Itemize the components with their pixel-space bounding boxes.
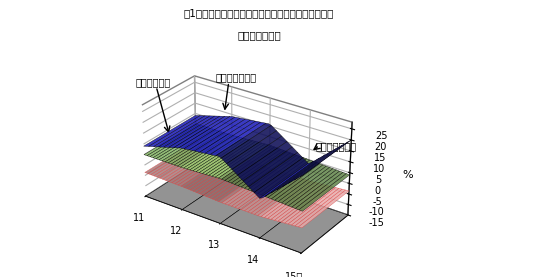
Text: 図1６　労働時間の推移（前年比）　（３０人以上）: 図1６ 労働時間の推移（前年比） （３０人以上） (184, 8, 334, 18)
Text: 総実労働時間: 総実労働時間 (136, 77, 171, 87)
Text: 所定外労働時間: 所定外労働時間 (215, 73, 256, 83)
Text: 所定内労働時間: 所定内労働時間 (315, 141, 356, 151)
Text: －調査産業計－: －調査産業計－ (237, 30, 281, 40)
